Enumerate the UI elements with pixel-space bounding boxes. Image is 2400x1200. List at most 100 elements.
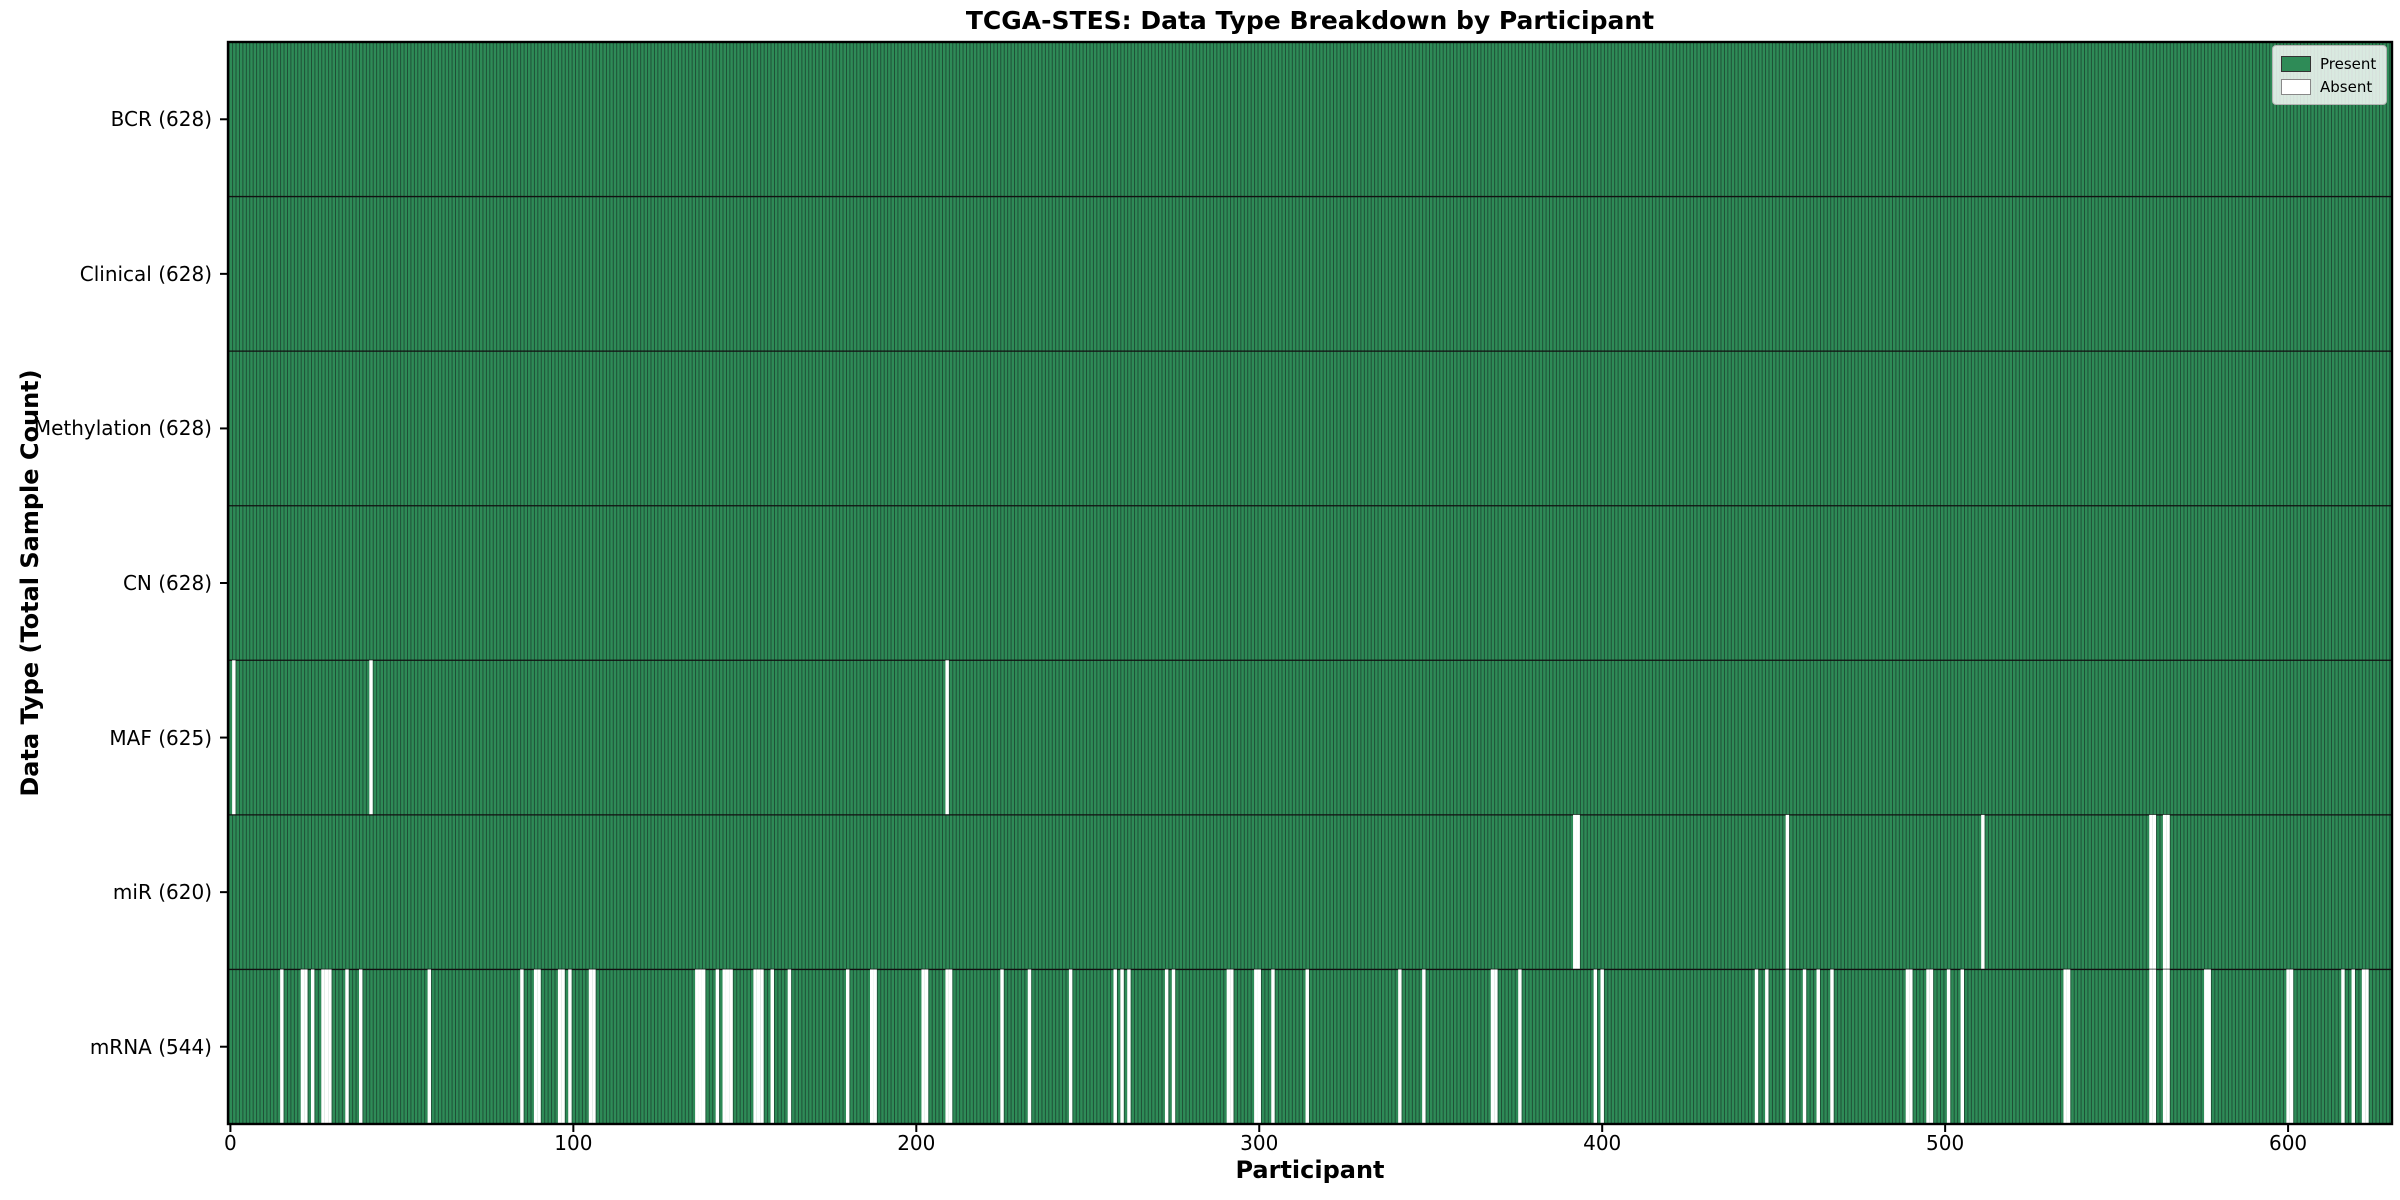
row-band-MAF	[228, 659, 2392, 815]
absent-mark-mRNA-34	[345, 969, 349, 1124]
absent-mark-mRNA-137	[698, 969, 702, 1124]
absent-mark-mRNA-398	[1593, 969, 1598, 1124]
absent-mark-mRNA-27	[321, 969, 325, 1124]
absent-mark-mRNA-490	[1909, 969, 1913, 1124]
x-tick-label-100: 100	[554, 1131, 593, 1155]
absent-mark-mRNA-368	[1490, 969, 1495, 1124]
absent-mark-mRNA-292	[1230, 969, 1234, 1124]
absent-mark-mRNA-275	[1171, 969, 1176, 1124]
absent-mark-mRNA-145	[725, 969, 730, 1124]
y-tick-label-Clinical: Clinical (628)	[79, 261, 212, 286]
absent-mark-mRNA-600	[2286, 969, 2290, 1124]
x-tick-label-600: 600	[2268, 1131, 2308, 1155]
absent-mark-mRNA-454	[1785, 969, 1790, 1124]
absent-mark-miR-454	[1785, 814, 1790, 970]
absent-mark-mRNA-106	[592, 969, 596, 1124]
legend-label-present: Present	[2320, 54, 2377, 73]
absent-mark-mRNA-99	[568, 969, 572, 1124]
absent-mark-mRNA-299	[1254, 969, 1258, 1124]
absent-mark-mRNA-489	[1905, 969, 1910, 1124]
legend-swatch-present	[2281, 55, 2311, 72]
row-band-miR	[228, 814, 2392, 970]
y-tick-label-BCR: BCR (628)	[110, 107, 212, 132]
absent-mark-mRNA-154	[756, 969, 761, 1124]
absent-mark-mRNA-616	[2341, 969, 2345, 1124]
absent-mark-mRNA-445	[1754, 969, 1759, 1124]
absent-mark-mRNA-564	[2162, 969, 2167, 1124]
row-band-Methylation	[228, 350, 2392, 506]
absent-mark-miR-564	[2162, 814, 2167, 970]
y-tick-label-Methylation: Methylation (628)	[33, 416, 212, 441]
y-tick-label-CN: CN (628)	[122, 571, 212, 595]
absent-mark-mRNA-291	[1226, 969, 1231, 1124]
absent-mark-mRNA-576	[2204, 969, 2208, 1124]
absent-mark-mRNA-105	[588, 969, 593, 1124]
x-tick-label-300: 300	[1240, 1131, 1279, 1155]
absent-mark-mRNA-260	[1120, 969, 1124, 1124]
row-band-BCR	[228, 42, 2392, 197]
presence-matrix	[220, 40, 2394, 1132]
absent-mark-mRNA-21	[300, 969, 305, 1124]
absent-mark-mRNA-467	[1830, 969, 1834, 1124]
y-tick-label-mRNA: mRNA (544)	[89, 1034, 212, 1059]
absent-mark-miR-560	[2149, 814, 2153, 970]
x-tick-label-0: 0	[224, 1131, 237, 1155]
absent-mark-mRNA-144	[722, 969, 726, 1124]
absent-mark-mRNA-136	[695, 969, 699, 1124]
absent-mark-mRNA-262	[1127, 969, 1131, 1124]
absent-mark-mRNA-85	[520, 969, 524, 1124]
absent-mark-mRNA-163	[787, 969, 792, 1124]
absent-mark-mRNA-245	[1068, 969, 1073, 1124]
absent-mark-miR-561	[2152, 814, 2157, 970]
absent-mark-mRNA-376	[1518, 969, 1522, 1124]
absent-mark-MAF-41	[369, 660, 373, 815]
absent-mark-mRNA-369	[1494, 969, 1498, 1124]
absent-mark-mRNA-495	[1926, 969, 1930, 1124]
chart-title: TCGA-STES: Data Type Breakdown by Partic…	[965, 6, 1655, 35]
absent-mark-mRNA-225	[1000, 969, 1004, 1124]
absent-mark-mRNA-536	[2066, 969, 2071, 1124]
absent-mark-miR-393	[1576, 814, 1580, 970]
absent-mark-mRNA-623	[2365, 969, 2369, 1124]
absent-mark-mRNA-273	[1164, 969, 1169, 1124]
row-band-CN	[228, 505, 2392, 661]
absent-mark-miR-511	[1981, 814, 1985, 970]
absent-mark-mRNA-155	[760, 969, 764, 1124]
absent-mark-mRNA-535	[2063, 969, 2067, 1124]
absent-mark-mRNA-58	[427, 969, 432, 1124]
absent-mark-mRNA-258	[1113, 969, 1117, 1124]
absent-mark-mRNA-233	[1027, 969, 1032, 1124]
absent-mark-mRNA-622	[2361, 969, 2366, 1124]
absent-mark-mRNA-348	[1422, 969, 1426, 1124]
y-tick-label-miR: miR (620)	[112, 880, 212, 905]
absent-mark-mRNA-505	[1960, 969, 1965, 1124]
absent-mark-mRNA-565	[2166, 969, 2170, 1124]
row-band-mRNA	[228, 968, 2392, 1124]
x-tick-label-500: 500	[1926, 1131, 1965, 1155]
absent-mark-mRNA-202	[921, 969, 925, 1124]
absent-mark-mRNA-142	[715, 969, 720, 1124]
absent-mark-mRNA-601	[2289, 969, 2294, 1124]
absent-mark-mRNA-28	[324, 969, 329, 1124]
absent-mark-mRNA-210	[948, 969, 953, 1124]
absent-mark-mRNA-96	[557, 969, 562, 1124]
absent-mark-mRNA-314	[1305, 969, 1309, 1124]
absent-mark-mRNA-146	[729, 969, 733, 1124]
absent-mark-miR-392	[1573, 814, 1577, 970]
absent-mark-mRNA-561	[2152, 969, 2157, 1124]
absent-mark-mRNA-203	[924, 969, 929, 1124]
absent-mark-mRNA-209	[945, 969, 949, 1124]
absent-mark-mRNA-463	[1816, 969, 1820, 1124]
absent-mark-mRNA-577	[2207, 969, 2211, 1124]
absent-mark-mRNA-180	[845, 969, 850, 1124]
x-tick-label-400: 400	[1583, 1131, 1622, 1155]
absent-mark-mRNA-560	[2149, 969, 2153, 1124]
x-axis-label: Participant	[1235, 1156, 1385, 1184]
absent-mark-mRNA-501	[1946, 969, 1951, 1124]
absent-mark-mRNA-89	[533, 969, 538, 1124]
row-band-Clinical	[228, 195, 2392, 352]
absent-mark-mRNA-38	[359, 969, 363, 1124]
absent-mark-mRNA-459	[1802, 969, 1807, 1124]
absent-mark-MAF-209	[945, 660, 949, 815]
